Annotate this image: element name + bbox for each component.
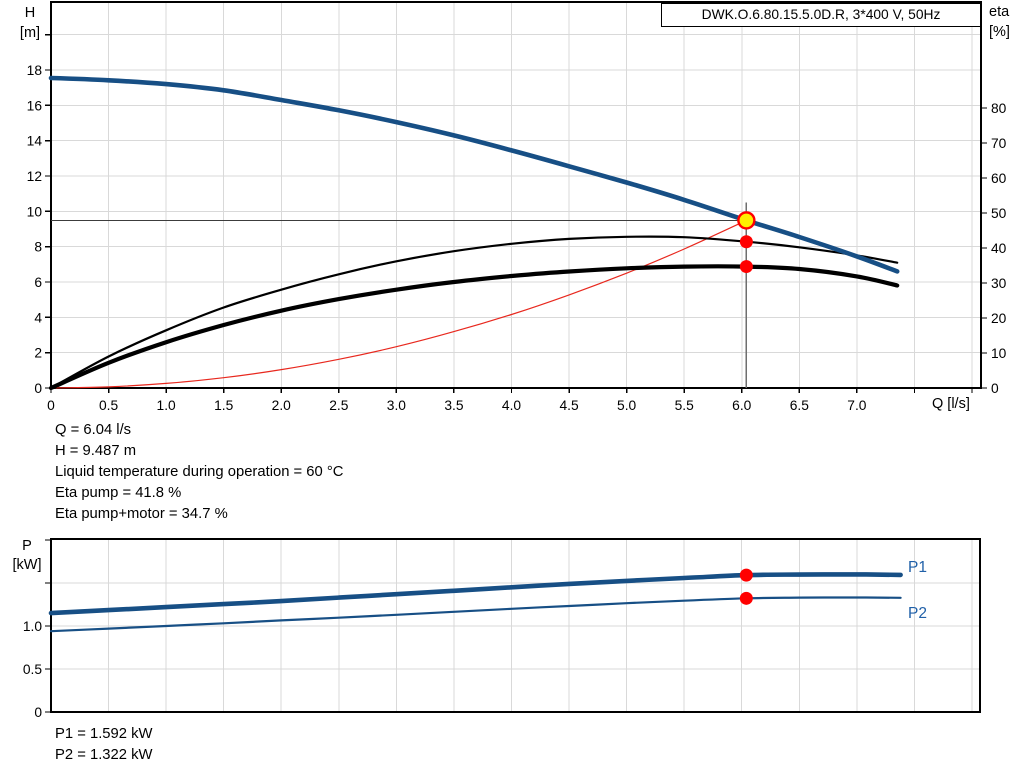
x-tick-label: 3.5: [444, 398, 464, 413]
x-tick-label: 0.5: [99, 398, 119, 413]
p-axis-label-symbol: P: [22, 538, 32, 554]
top-chart-frame: [50, 1, 982, 389]
eta-tick-label: 0: [991, 381, 999, 396]
x-tick-label: 4.5: [559, 398, 579, 413]
eta-tick-label: 50: [991, 206, 1007, 221]
p1-duty-marker: [739, 568, 753, 582]
q-axis-label: Q [l/s]: [932, 396, 970, 412]
readout-flow: Q = 6.04 l/s: [55, 422, 132, 438]
x-tick-label: 1.5: [214, 398, 234, 413]
eta-tick-label: 30: [991, 276, 1007, 291]
pump-model-title: DWK.O.6.80.15.5.0D.R, 3*400 V, 50Hz: [661, 3, 981, 27]
eta-tick-label: 20: [991, 311, 1007, 326]
readout-head: H = 9.487 m: [55, 443, 137, 459]
duty-point-marker[interactable]: [737, 211, 756, 230]
readout-p2: P2 = 1.322 kW: [55, 747, 153, 763]
h-tick-label: 16: [27, 98, 43, 113]
x-tick-label: 5.5: [675, 398, 695, 413]
eta-axis-label-symbol: eta: [989, 4, 1010, 20]
x-tick-label: 6.0: [732, 398, 752, 413]
p2-duty-marker: [739, 591, 753, 605]
readout-eta-pump-motor: Eta pump+motor = 34.7 %: [55, 506, 228, 522]
p-tick-label: 1.0: [23, 619, 43, 634]
eta-tick-label: 80: [991, 101, 1007, 116]
p-tick-label: 0.5: [23, 662, 43, 677]
x-tick-label: 2.5: [329, 398, 349, 413]
eta-tick-label: 40: [991, 241, 1007, 256]
P2-curve: [49, 596, 902, 633]
eta-tick-label: 10: [991, 346, 1007, 361]
h-tick-label: 18: [27, 63, 43, 78]
system-curve-curve: [50, 219, 747, 389]
p-axis-label: P [kW]: [6, 537, 48, 575]
x-tick-label: 6.5: [790, 398, 810, 413]
x-tick-label: 3.0: [387, 398, 407, 413]
h-axis-label: H [m]: [11, 3, 49, 43]
h-axis-label-symbol: H: [24, 5, 36, 21]
eta-pump-marker: [739, 235, 753, 249]
x-tick-label: 4.0: [502, 398, 522, 413]
duty-point-readout: Q = 6.04 l/s H = 9.487 m Liquid temperat…: [55, 420, 343, 525]
h-tick-label: 4: [34, 310, 42, 325]
h-axis-label-unit: [m]: [19, 25, 41, 41]
qh-curve-curve: [48, 75, 900, 274]
readout-p1: P1 = 1.592 kW: [55, 726, 153, 742]
eta-tick-label: 70: [991, 136, 1007, 151]
h-tick-label: 12: [27, 169, 42, 184]
readout-eta-pump: Eta pump = 41.8 %: [55, 485, 182, 501]
h-tick-label: 0: [34, 381, 42, 396]
eta-tick-label: 60: [991, 171, 1007, 186]
h-tick-label: 8: [34, 240, 42, 255]
readout-liquid-temperature: Liquid temperature during operation = 60…: [55, 464, 344, 480]
p1-series-label: P1: [908, 559, 927, 576]
x-tick-label: 0: [47, 398, 55, 413]
p-tick-label: 0: [34, 705, 42, 720]
h-tick-label: 6: [34, 275, 42, 290]
eta-pump-curve: [49, 235, 899, 390]
x-tick-label: 1.0: [157, 398, 177, 413]
x-tick-label: 5.0: [617, 398, 637, 413]
x-tick-label: 2.0: [272, 398, 292, 413]
eta-pump-motor-marker: [739, 260, 753, 274]
eta-pump-motor-curve: [48, 264, 900, 391]
P1-curve: [48, 572, 903, 616]
h-tick-label: 14: [27, 134, 43, 149]
p-axis-label-unit: [kW]: [12, 557, 42, 573]
eta-axis-label-unit: [%]: [989, 24, 1010, 40]
h-tick-label: 10: [27, 204, 43, 219]
power-readout: P1 = 1.592 kW P2 = 1.322 kW: [55, 724, 152, 766]
x-tick-label: 7.0: [847, 398, 867, 413]
p2-series-label: P2: [908, 605, 927, 622]
eta-axis-label: eta [%]: [989, 2, 1023, 42]
h-tick-label: 2: [34, 346, 42, 361]
